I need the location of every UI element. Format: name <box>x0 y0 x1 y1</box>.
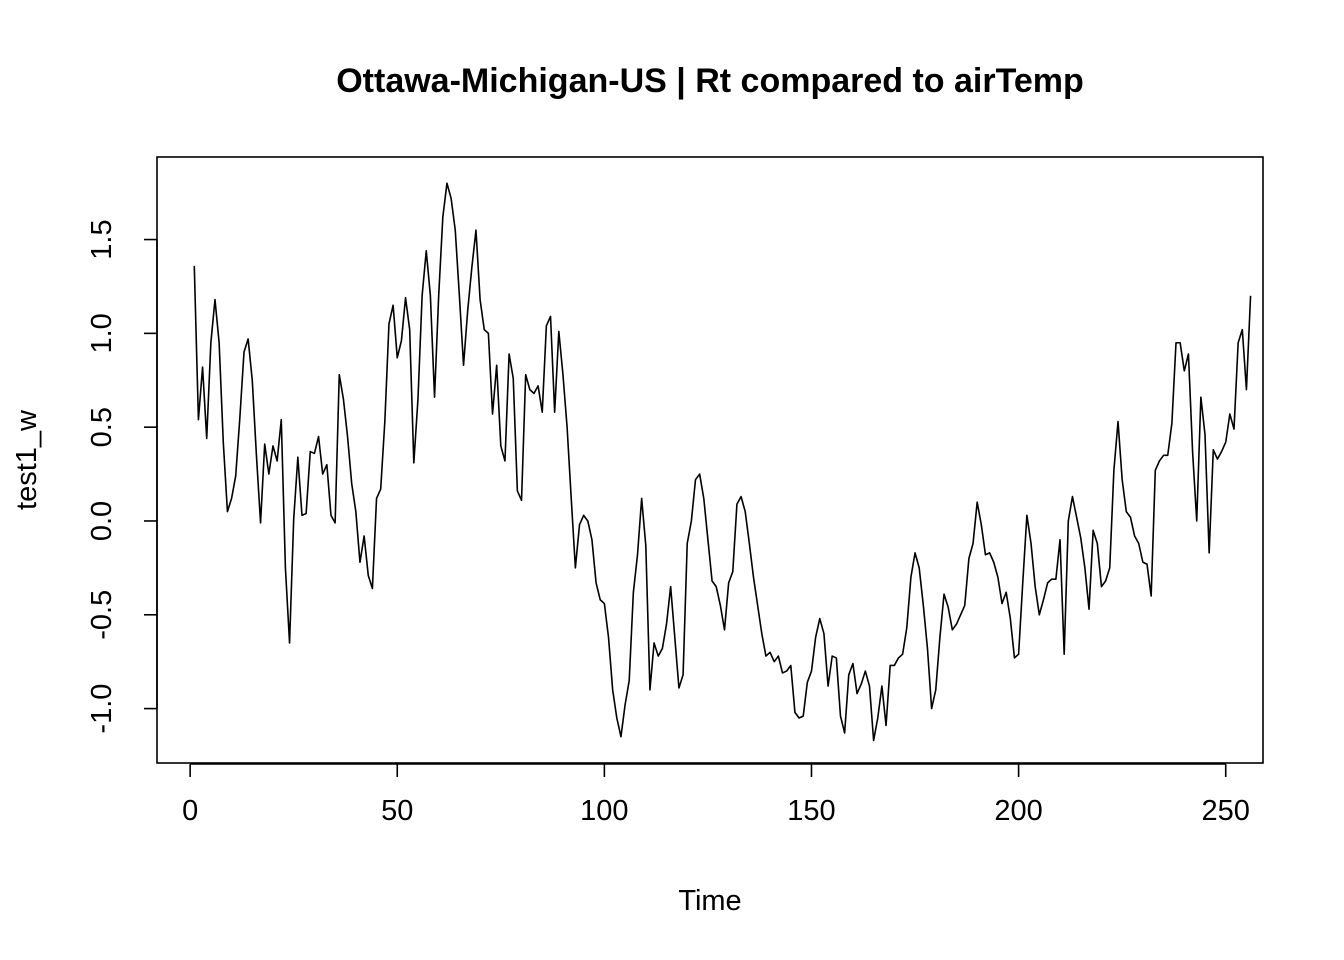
y-tick-label: -0.5 <box>86 590 118 640</box>
x-tick-label: 100 <box>580 795 628 827</box>
y-tick-label: 0.0 <box>86 501 118 541</box>
x-tick-label: 250 <box>1202 795 1250 827</box>
series-line <box>193 182 1252 742</box>
y-axis: -1.0 -0.5 0.0 0.5 1.0 1.5 <box>86 219 158 734</box>
x-axis-label: Time <box>678 885 741 917</box>
y-tick-label: 1.5 <box>86 219 118 259</box>
x-axis: 0 50 100 150 200 250 <box>182 763 1250 827</box>
y-tick-label: 0.5 <box>86 407 118 447</box>
x-tick-label: 50 <box>381 795 413 827</box>
x-tick-label: 200 <box>994 795 1042 827</box>
y-tick-label: 1.0 <box>86 313 118 353</box>
x-tick-label: 0 <box>182 795 198 827</box>
y-axis-label: test1_w <box>11 409 43 510</box>
y-tick-label: -1.0 <box>86 684 118 734</box>
x-tick-label: 150 <box>787 795 835 827</box>
chart-title: Ottawa-Michigan-US | Rt compared to airT… <box>336 62 1084 100</box>
